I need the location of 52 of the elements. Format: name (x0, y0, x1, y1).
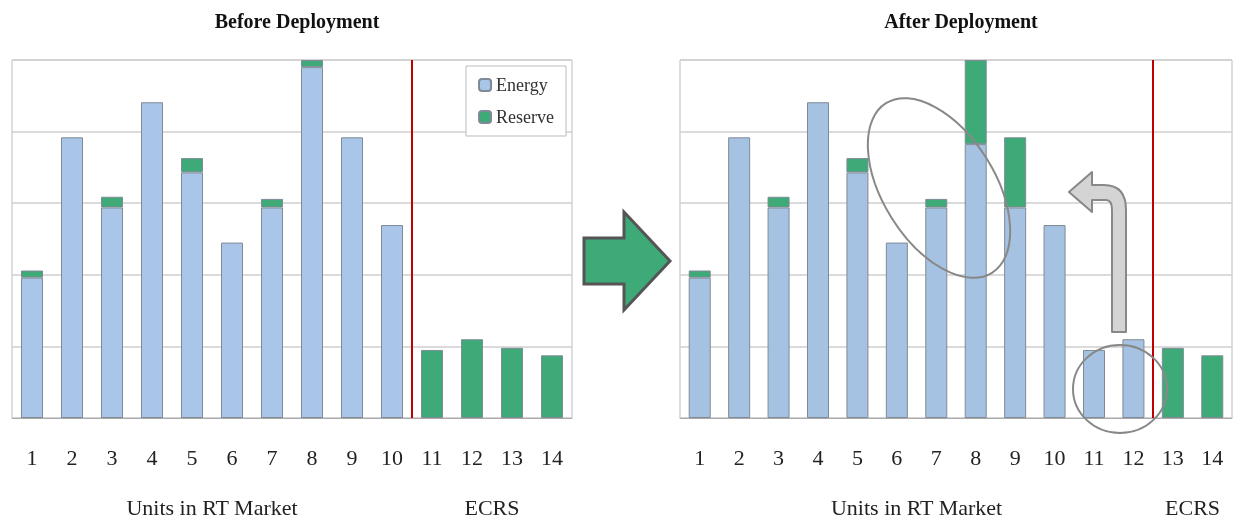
bar (807, 102, 829, 418)
x-tick-label: 11 (421, 444, 443, 470)
x-tick-label: 12 (1122, 444, 1145, 470)
bar (501, 347, 523, 418)
x-tick-label: 12 (461, 444, 483, 470)
x-tick-label: 10 (381, 444, 403, 470)
chart-title: Before Deployment (214, 10, 380, 33)
x-tick-label: 2 (66, 444, 78, 470)
text: ECRS (1165, 494, 1221, 520)
legend-label: Reserve (496, 107, 555, 127)
x-tick-label: 3 (773, 444, 785, 470)
bar (885, 242, 908, 418)
bar (541, 355, 563, 418)
bar (1083, 349, 1105, 418)
x-tick-label: 9 (1009, 444, 1021, 470)
x-tick-label: 1 (694, 444, 706, 470)
x-tick-label: 6 (226, 444, 238, 470)
x-tick-label: 11 (1083, 444, 1105, 470)
bar (221, 242, 243, 418)
x-tick-label: 10 (1043, 444, 1066, 470)
x-tick-label: 7 (930, 444, 942, 470)
x-tick-label: 5 (186, 444, 198, 470)
x-tick-label: 13 (1161, 444, 1184, 470)
x-tick-label: 13 (501, 444, 523, 470)
bar (1161, 347, 1184, 418)
x-tick-label: 14 (541, 444, 563, 470)
bar (1122, 339, 1145, 418)
text: ECRS (464, 494, 520, 520)
x-tick-label: 4 (812, 444, 824, 470)
x-tick-label: 14 (1201, 444, 1224, 470)
legend-label: Energy (496, 75, 548, 95)
bar (421, 349, 443, 418)
bar (461, 339, 483, 418)
bar (1201, 355, 1224, 418)
bar (381, 225, 403, 418)
chart-title: After Deployment (884, 10, 1039, 33)
x-tick-label: 3 (106, 444, 118, 470)
x-tick-label: 2 (733, 444, 745, 470)
bar (141, 102, 163, 418)
x-tick-label: 9 (346, 444, 358, 470)
bar (728, 137, 751, 418)
x-tick-label: 1 (26, 444, 38, 470)
x-tick-label: 4 (146, 444, 158, 470)
x-tick-label: 8 (970, 444, 982, 470)
x-tick-label: 5 (851, 444, 863, 470)
x-tick-label: 6 (891, 444, 903, 470)
x-tick-label: 7 (266, 444, 278, 470)
bar (61, 137, 83, 418)
text: Units in RT Market (126, 494, 298, 520)
bar (341, 137, 363, 418)
x-tick-label: 8 (306, 444, 318, 470)
text: Units in RT Market (830, 494, 1003, 520)
